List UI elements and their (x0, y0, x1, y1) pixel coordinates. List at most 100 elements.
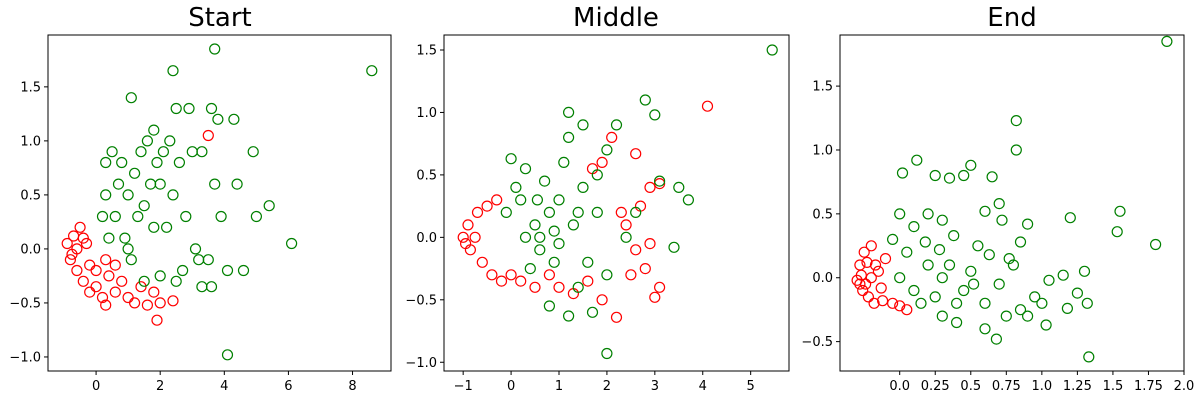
data-point (901, 246, 913, 258)
data-point (979, 297, 991, 309)
series-green (500, 44, 778, 360)
data-point (886, 297, 899, 309)
data-point (972, 240, 984, 252)
data-point (167, 189, 179, 201)
x-tick-label: 6 (284, 379, 292, 394)
plot-frame (47, 34, 392, 372)
data-point (486, 269, 498, 281)
data-point (615, 206, 627, 218)
data-point (196, 146, 208, 158)
data-point (148, 221, 160, 233)
data-point (193, 254, 205, 266)
data-point (894, 272, 906, 284)
data-point (1029, 291, 1041, 303)
data-point (170, 275, 182, 287)
chart-title: Start (188, 3, 252, 33)
y-tick-label: −1.0 (405, 356, 437, 371)
data-point (1057, 269, 1069, 281)
data-point (572, 281, 584, 293)
y-tick-label: −0.5 (801, 335, 833, 350)
data-point (639, 263, 651, 275)
data-point (908, 284, 920, 297)
data-point (457, 231, 469, 243)
x-tick-label: 0.25 (921, 379, 950, 394)
data-point (936, 272, 948, 284)
data-point (965, 159, 977, 171)
data-point (531, 194, 544, 206)
y-tick-label: 0.5 (812, 207, 833, 222)
data-point (1149, 238, 1162, 251)
data-point (601, 347, 613, 360)
data-point (100, 189, 112, 201)
data-point (911, 154, 923, 166)
data-point (366, 65, 378, 77)
data-point (186, 146, 198, 158)
data-point (649, 109, 661, 121)
data-point (90, 264, 102, 277)
data-point (854, 278, 866, 290)
data-point (500, 206, 512, 218)
data-point (109, 259, 121, 271)
data-point (553, 238, 565, 250)
x-tick-label: 0 (92, 379, 100, 394)
data-point (231, 178, 243, 190)
x-tick-label: 3 (651, 379, 659, 394)
data-point (122, 291, 134, 304)
data-point (237, 264, 250, 277)
data-point (958, 169, 970, 182)
data-point (476, 256, 488, 268)
data-point (132, 210, 144, 223)
data-point (100, 299, 112, 311)
data-point (183, 102, 195, 115)
data-point (979, 205, 991, 217)
x-tick-label: 8 (348, 379, 356, 394)
data-point (84, 259, 96, 271)
data-point (1021, 310, 1034, 322)
data-point (74, 221, 86, 233)
data-point (943, 259, 956, 271)
data-point (582, 275, 594, 287)
data-point (471, 206, 484, 218)
data-point (221, 264, 234, 277)
y-tick-label: 0.5 (20, 188, 41, 203)
data-point (167, 65, 179, 77)
data-point (644, 181, 656, 193)
data-point (167, 295, 179, 307)
data-point (610, 311, 623, 323)
data-point (77, 275, 89, 287)
data-point (591, 206, 603, 218)
data-point (668, 241, 680, 253)
data-point (1064, 212, 1076, 224)
chart-end: End 0.0 0.25 0.5 0.75 1.0 1.25 1.5 1.75 2.0 −0.5 0… (801, 3, 1194, 394)
y-tick-label: 1.5 (20, 80, 41, 95)
data-point (610, 119, 623, 131)
data-point (1043, 274, 1055, 286)
data-point (876, 295, 889, 307)
data-point (872, 265, 885, 277)
data-point (858, 246, 870, 258)
data-point (148, 124, 160, 136)
x-tick-label: 2 (156, 379, 164, 394)
data-point (495, 275, 508, 287)
data-point (116, 275, 128, 287)
data-point (189, 243, 202, 255)
data-point (1040, 319, 1052, 331)
data-point (562, 310, 575, 322)
data-point (96, 210, 109, 223)
data-point (519, 231, 532, 243)
data-point (202, 129, 214, 142)
data-point (620, 219, 632, 231)
data-point (936, 310, 948, 322)
data-point (868, 297, 880, 309)
data-point (122, 189, 134, 201)
data-point (96, 291, 109, 304)
data-point (154, 178, 166, 190)
data-point (582, 256, 594, 268)
data-point (1010, 114, 1022, 127)
data-point (553, 281, 565, 293)
data-point (601, 269, 613, 281)
series-red (851, 240, 913, 316)
data-point (586, 306, 599, 318)
data-point (151, 156, 163, 169)
data-point (682, 194, 695, 206)
